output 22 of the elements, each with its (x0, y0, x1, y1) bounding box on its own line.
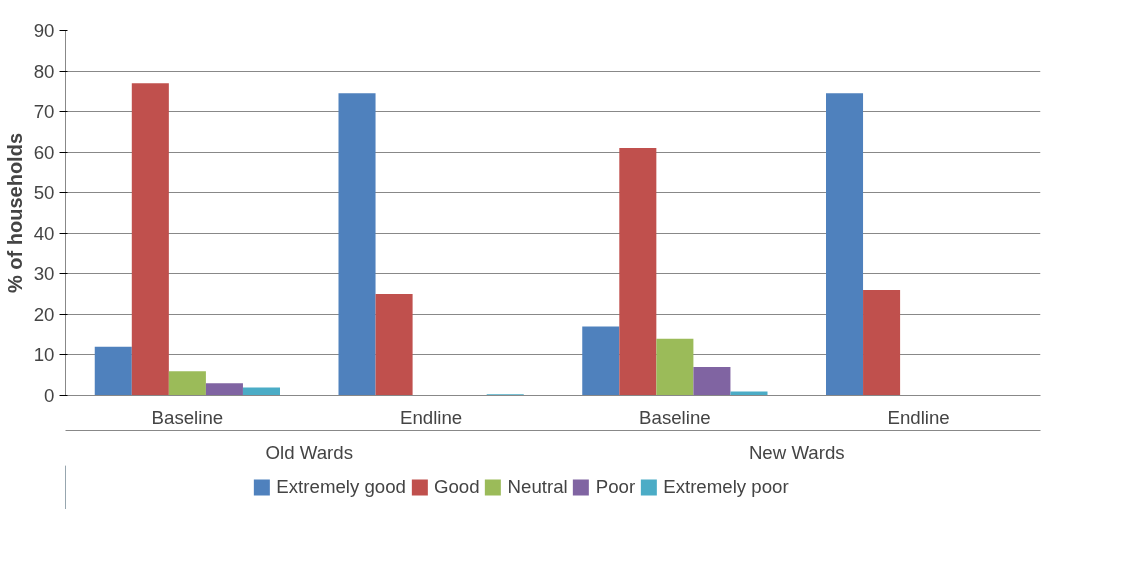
y-axis-title: % of households (3, 133, 26, 293)
legend-label: Extremely good (276, 476, 406, 498)
x-tick-label: Baseline (639, 406, 711, 428)
y-tick-label: 40 (33, 222, 55, 244)
y-tick-label: 60 (33, 141, 55, 163)
y-tick-label: 30 (33, 263, 55, 285)
x-tick-label: Endline (400, 406, 463, 428)
y-tick-label: 50 (33, 182, 55, 204)
y-tick-label: 80 (33, 60, 55, 82)
x-tick-label: Endline (887, 406, 950, 428)
y-tick-label: 0 (44, 385, 55, 406)
y-tick-label: 10 (33, 344, 55, 366)
text: Old Wards (265, 441, 353, 463)
text: New Wards (748, 441, 845, 463)
legend-label: Poor (595, 476, 636, 498)
legend-label: Good (433, 476, 480, 498)
y-tick-label: 90 (33, 20, 55, 41)
legend-label: Neutral (507, 476, 568, 498)
x-tick-label: Baseline (151, 406, 224, 428)
y-tick-label: 70 (33, 101, 55, 123)
legend-label: Extremely poor (663, 476, 789, 498)
y-tick-label: 20 (33, 303, 55, 325)
